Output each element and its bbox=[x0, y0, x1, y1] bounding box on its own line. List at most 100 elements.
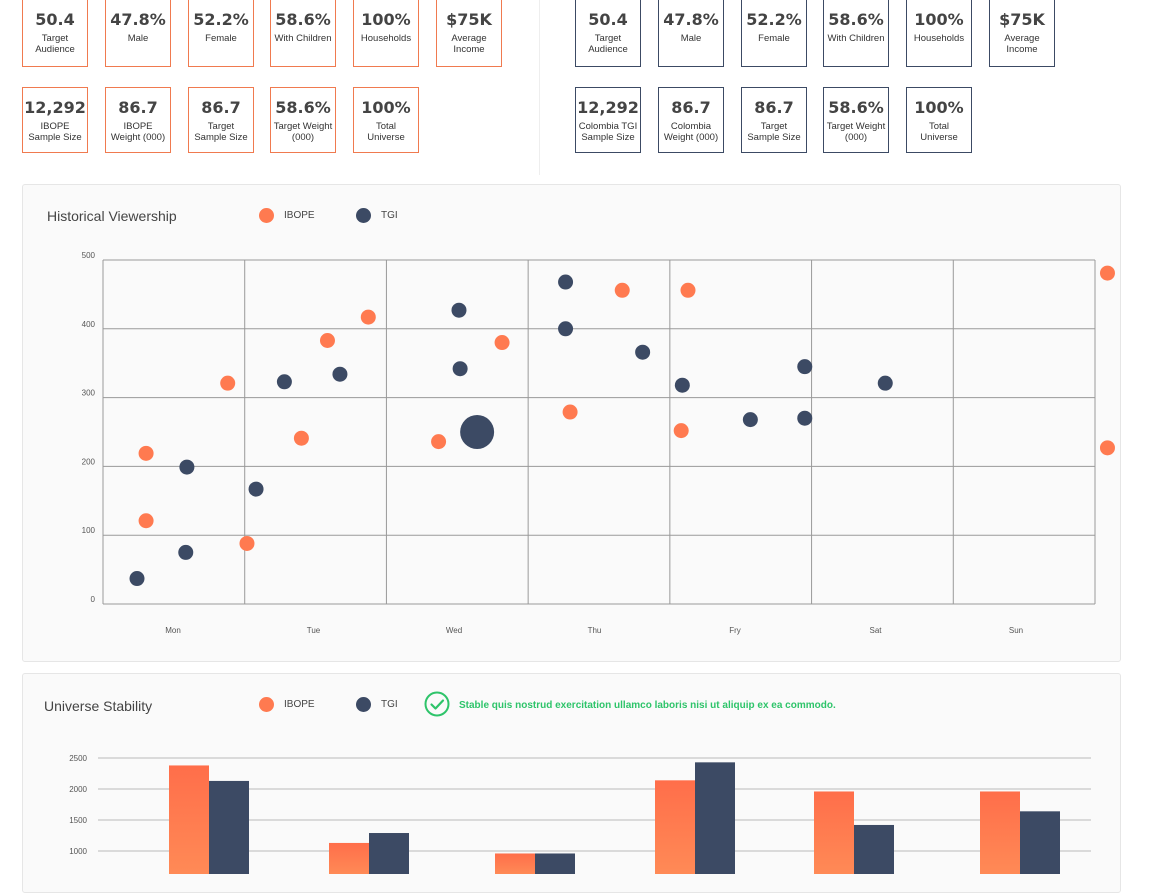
tgi-point[interactable] bbox=[179, 459, 195, 475]
tgi-bar[interactable] bbox=[854, 824, 894, 874]
tgi-point[interactable] bbox=[129, 571, 145, 587]
stat-box: 58.6% With Children bbox=[823, 0, 889, 67]
tgi-point[interactable] bbox=[248, 481, 264, 497]
ibope-point[interactable] bbox=[1099, 265, 1115, 281]
stat-label: Female bbox=[205, 33, 237, 44]
x-tick-label: Thu bbox=[588, 626, 602, 635]
stat-value: 52.2% bbox=[193, 10, 249, 29]
stability-title: Universe Stability bbox=[44, 698, 153, 714]
x-tick-label: Sun bbox=[1009, 626, 1023, 635]
stat-label: Target Audience bbox=[588, 33, 628, 55]
y-tick-label: 500 bbox=[82, 251, 96, 260]
x-tick-label: Fry bbox=[729, 626, 741, 635]
tgi-point[interactable] bbox=[558, 274, 574, 290]
ibope-bar[interactable] bbox=[169, 765, 209, 874]
ibope-bar[interactable] bbox=[329, 842, 369, 874]
historical-viewership-panel: Historical Viewership IBOPE TGI 0 100 200 3… bbox=[22, 184, 1121, 662]
tgi-point[interactable] bbox=[178, 544, 194, 560]
stat-label: Target Weight (000) bbox=[273, 121, 333, 143]
stat-label: Female bbox=[758, 33, 790, 44]
tgi-bar[interactable] bbox=[209, 780, 249, 874]
ibope-point[interactable] bbox=[293, 430, 309, 446]
ibope-point[interactable] bbox=[614, 282, 630, 298]
stat-label: Target Sample Size bbox=[747, 121, 801, 143]
stat-value: 52.2% bbox=[746, 10, 802, 29]
tgi-point[interactable] bbox=[742, 412, 758, 428]
stat-label: Target Weight (000) bbox=[826, 121, 886, 143]
stat-box: 58.6% With Children bbox=[270, 0, 336, 67]
y-tick-label: 200 bbox=[82, 457, 96, 466]
tgi-point[interactable] bbox=[674, 377, 690, 393]
ibope-point[interactable] bbox=[562, 404, 578, 420]
stability-message: Stable quis nostrud exercitation ullamco… bbox=[459, 700, 836, 711]
tgi-point[interactable] bbox=[635, 344, 651, 360]
stat-label: Male bbox=[127, 33, 149, 44]
ibope-point[interactable] bbox=[138, 513, 154, 529]
stat-label: Average Income bbox=[451, 33, 487, 55]
stat-box: 58.6% Target Weight (000) bbox=[823, 87, 889, 153]
ibope-bar[interactable] bbox=[655, 780, 695, 874]
tgi-bar[interactable] bbox=[695, 762, 735, 874]
tgi-point[interactable] bbox=[452, 361, 468, 377]
stat-box: 100% Total Universe bbox=[906, 87, 972, 153]
stat-label: IBOPE Sample Size bbox=[28, 121, 82, 143]
historical-scatter-chart: 0 100 200 300 400 500 Mon Tue Wed Thu Fry Sat Sun bbox=[82, 251, 1115, 635]
y-tick-label: 100 bbox=[82, 526, 96, 535]
tgi-bar[interactable] bbox=[369, 833, 409, 874]
stat-value: 58.6% bbox=[275, 98, 331, 117]
tgi-point[interactable] bbox=[797, 359, 813, 375]
stat-label: Target Audience bbox=[35, 33, 75, 55]
stat-box: 100% Households bbox=[353, 0, 419, 67]
legend-ibope-dot bbox=[259, 697, 274, 712]
y-tick-label: 300 bbox=[82, 389, 96, 398]
tgi-point[interactable] bbox=[877, 375, 893, 391]
legend-ibope-dot bbox=[259, 208, 274, 223]
stat-box: 12,292 IBOPE Sample Size bbox=[22, 87, 88, 153]
legend-ibope-label: IBOPE bbox=[284, 210, 315, 221]
y-tick-label: 1500 bbox=[69, 816, 87, 825]
stat-box: 50.4 Target Audience bbox=[22, 0, 88, 67]
y-tick-label: 2000 bbox=[69, 785, 87, 794]
tgi-point[interactable] bbox=[276, 374, 292, 390]
stat-value: 86.7 bbox=[201, 98, 241, 117]
tgi-point[interactable] bbox=[797, 410, 813, 426]
tgi-bar[interactable] bbox=[1020, 811, 1060, 874]
ibope-point[interactable] bbox=[138, 445, 154, 461]
stat-value: 58.6% bbox=[275, 10, 331, 29]
stat-label: With Children bbox=[274, 33, 332, 44]
stat-label: Colombia Weight (000) bbox=[663, 121, 719, 143]
ibope-point[interactable] bbox=[220, 375, 236, 391]
check-circle-icon bbox=[424, 691, 450, 717]
ibope-point[interactable] bbox=[319, 332, 335, 348]
y-tick-label: 400 bbox=[82, 320, 96, 329]
stat-value: 58.6% bbox=[828, 98, 884, 117]
tgi-point[interactable] bbox=[332, 366, 348, 382]
ibope-bar[interactable] bbox=[980, 791, 1020, 874]
stat-value: $75K bbox=[446, 10, 492, 29]
ibope-point[interactable] bbox=[239, 535, 255, 551]
stat-box: 100% Total Universe bbox=[353, 87, 419, 153]
stat-value: $75K bbox=[999, 10, 1045, 29]
ibope-bar[interactable] bbox=[814, 791, 854, 874]
ibope-point[interactable] bbox=[360, 309, 376, 325]
ibope-point[interactable] bbox=[673, 423, 689, 439]
stat-box: 50.4 Target Audience bbox=[575, 0, 641, 67]
x-tick-label: Sat bbox=[869, 626, 882, 635]
tgi-point[interactable] bbox=[558, 321, 574, 337]
stat-box: 52.2% Female bbox=[741, 0, 807, 67]
stat-label: Male bbox=[680, 33, 702, 44]
stat-label: Target Sample Size bbox=[194, 121, 248, 143]
stat-box: $75K Average Income bbox=[989, 0, 1055, 67]
ibope-point[interactable] bbox=[1099, 440, 1115, 456]
tgi-point[interactable] bbox=[451, 302, 467, 318]
ibope-point[interactable] bbox=[494, 335, 510, 351]
ibope-point[interactable] bbox=[680, 282, 696, 298]
ibope-point[interactable] bbox=[431, 434, 447, 450]
stat-value: 86.7 bbox=[118, 98, 158, 117]
stat-box: 86.7 Target Sample Size bbox=[188, 87, 254, 153]
stat-label: IBOPE Weight (000) bbox=[110, 121, 166, 143]
stat-box: 86.7 Target Sample Size bbox=[741, 87, 807, 153]
tgi-point-large[interactable] bbox=[460, 415, 495, 449]
stat-value: 86.7 bbox=[671, 98, 711, 117]
stat-value: 50.4 bbox=[35, 10, 75, 29]
